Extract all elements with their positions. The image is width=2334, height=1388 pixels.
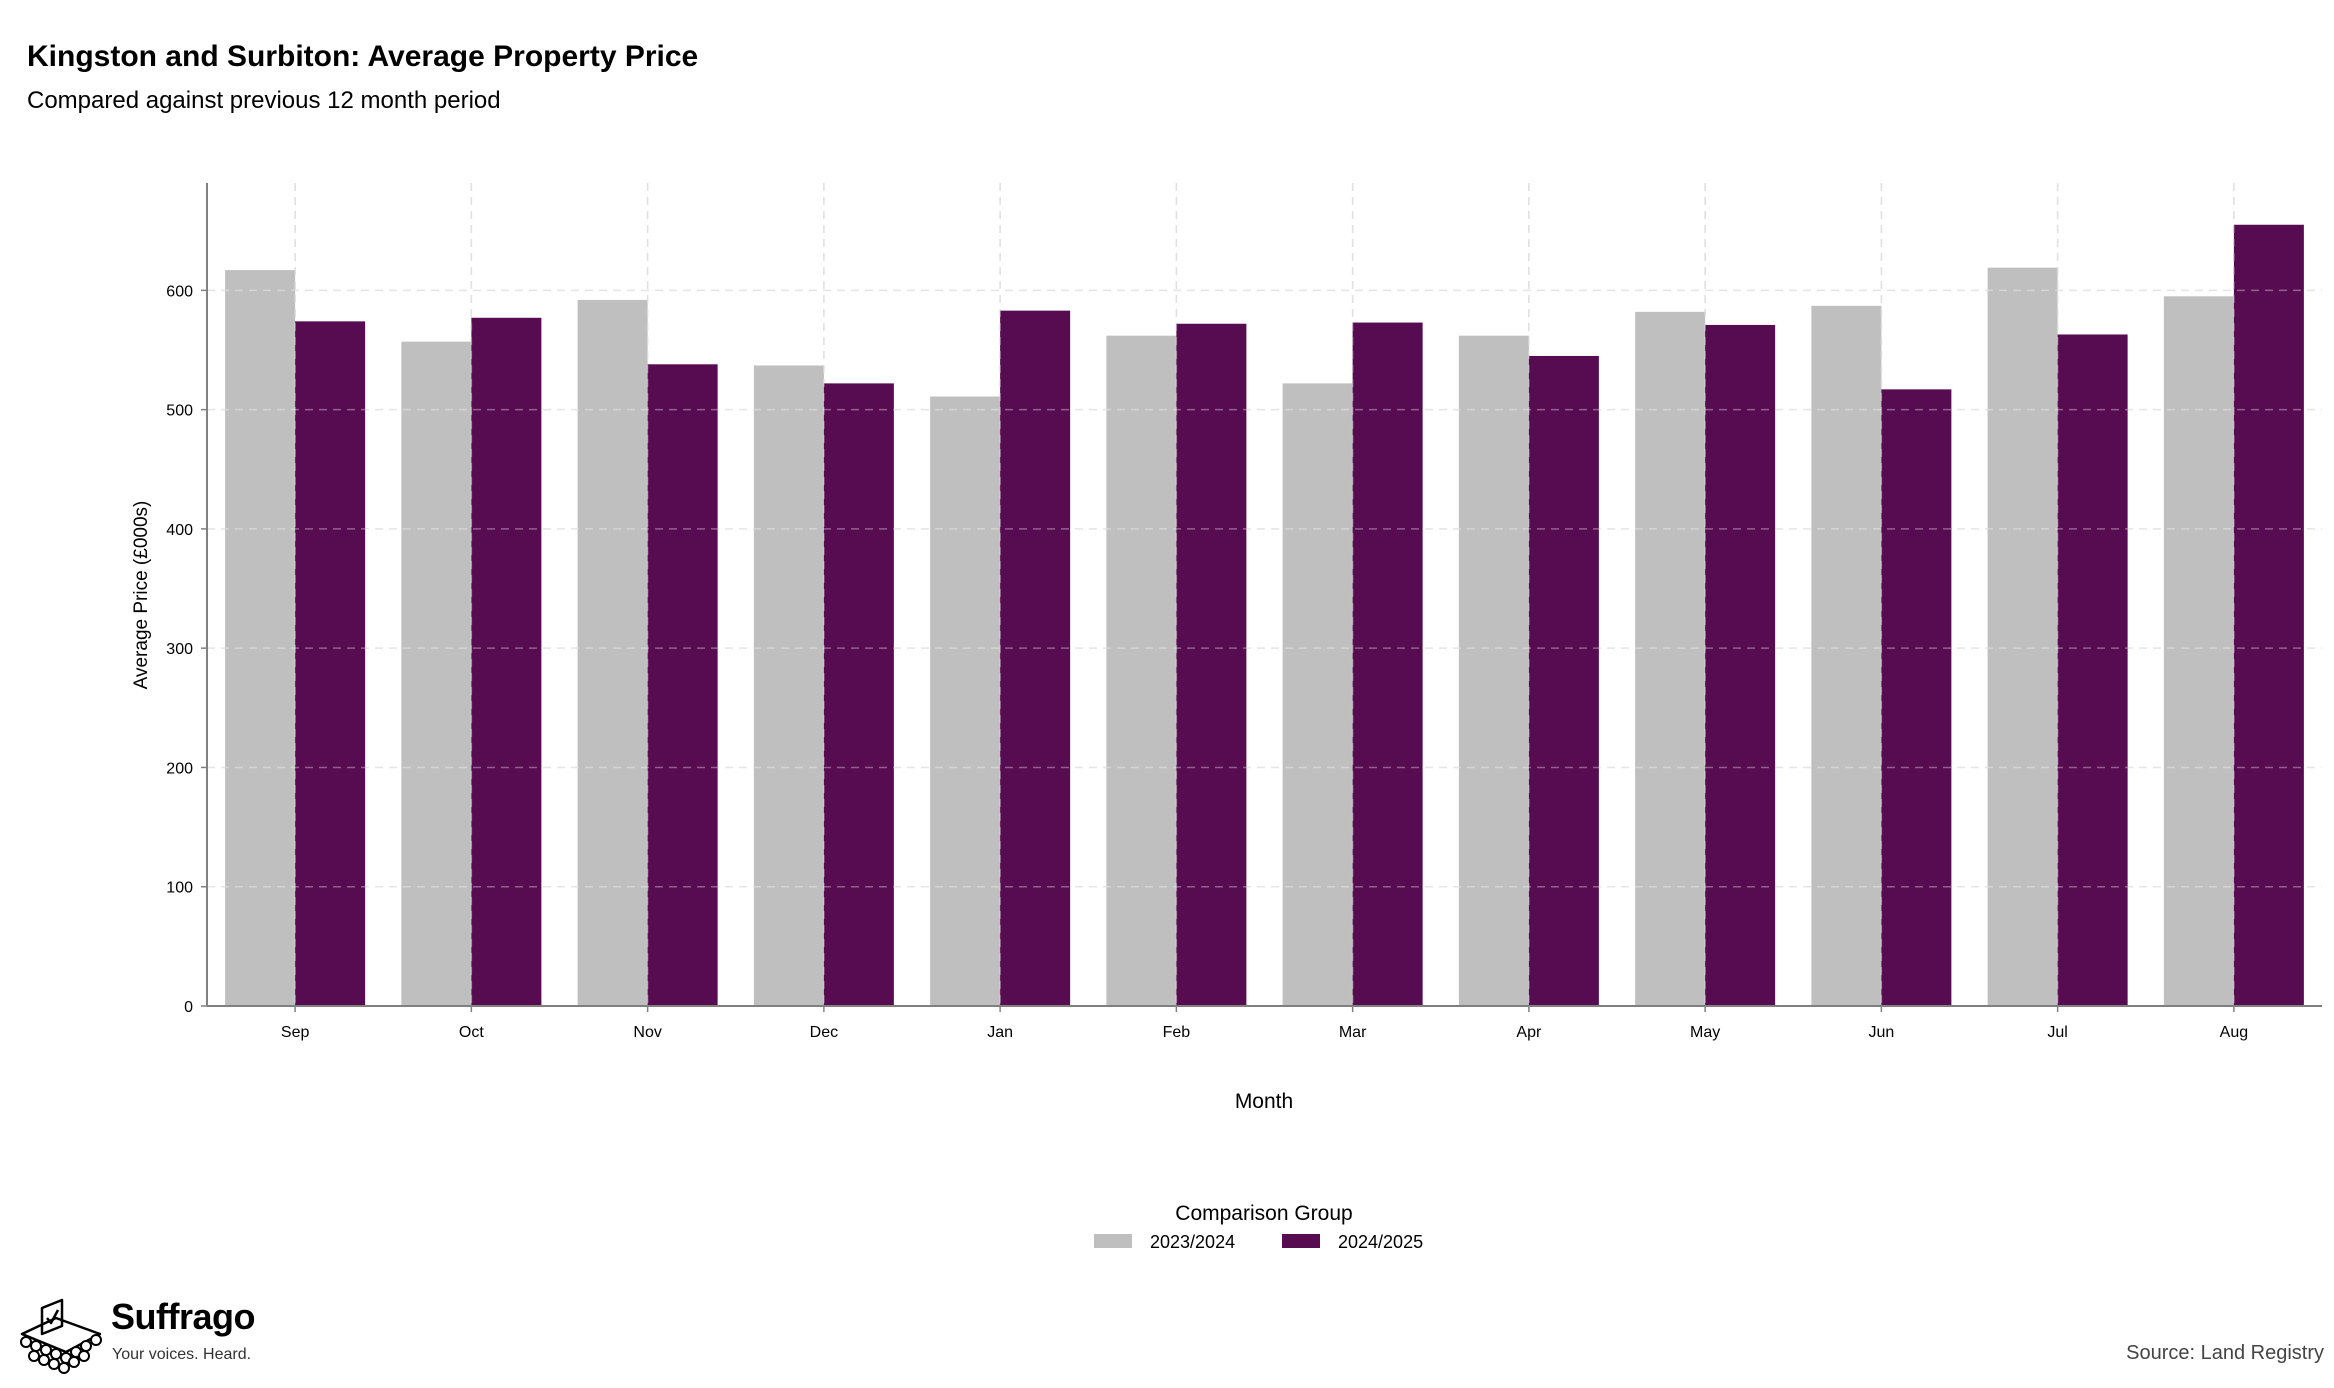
brand-name: Suffrago bbox=[111, 1296, 256, 1337]
x-tick-label: Sep bbox=[281, 1024, 310, 1041]
bar-2023-2024-may bbox=[1635, 311, 1706, 1006]
bar-2024-2025-mar bbox=[1352, 322, 1423, 1006]
chart-subtitle: Compared against previous 12 month perio… bbox=[27, 87, 501, 114]
bar-2024-2025-may bbox=[1705, 324, 1776, 1006]
bar-2024-2025-sep bbox=[295, 321, 366, 1007]
legend-label-2023-2024: 2023/2024 bbox=[1150, 1232, 1235, 1252]
bar-2024-2025-feb bbox=[1176, 323, 1247, 1006]
bar-2024-2025-jan bbox=[1000, 310, 1071, 1006]
x-tick-labels: Sep Oct Nov Dec Jan Feb Mar Apr May Jun Jul Aug bbox=[281, 1006, 2248, 1041]
y-tick-label: 500 bbox=[166, 403, 193, 420]
x-tick-label: Feb bbox=[1163, 1024, 1191, 1041]
x-tick-label: Dec bbox=[810, 1024, 838, 1041]
bar-2024-2025-aug bbox=[2233, 224, 2304, 1006]
bar-2023-2024-apr bbox=[1458, 335, 1529, 1006]
x-tick-label: Jun bbox=[1868, 1024, 1894, 1041]
bar-2023-2024-nov bbox=[577, 299, 648, 1006]
legend: Comparison Group 2023/2024 2024/2025 bbox=[1094, 1202, 1423, 1252]
bar-2023-2024-oct bbox=[401, 341, 472, 1006]
bar-2023-2024-jan bbox=[930, 396, 1001, 1006]
source-note: Source: Land Registry bbox=[2126, 1342, 2324, 1364]
legend-swatch-2023-2024 bbox=[1094, 1234, 1132, 1248]
bar-2024-2025-nov bbox=[647, 364, 718, 1006]
bar-2023-2024-mar bbox=[1282, 383, 1353, 1007]
y-tick-label: 300 bbox=[166, 641, 193, 658]
bar-chart: 0 100 200 300 400 500 600 Sep Oct Nov Dec Jan Feb Ma… bbox=[131, 183, 2322, 1252]
y-tick-labels: 0 100 200 300 400 500 600 bbox=[166, 283, 207, 1016]
y-tick-label: 100 bbox=[166, 880, 193, 897]
legend-swatch-2024-2025 bbox=[1282, 1234, 1320, 1248]
brand-logo: Suffrago Your voices. Heard. bbox=[14, 1296, 314, 1376]
bar-2023-2024-sep bbox=[225, 270, 296, 1006]
legend-title: Comparison Group bbox=[1175, 1202, 1352, 1225]
bar-2023-2024-jun bbox=[1811, 305, 1882, 1006]
bar-2024-2025-apr bbox=[1528, 355, 1599, 1006]
x-tick-label: May bbox=[1690, 1024, 1720, 1041]
brand-tagline: Your voices. Heard. bbox=[112, 1346, 252, 1363]
grid-lines-overlay bbox=[207, 183, 2322, 1006]
x-tick-label: Jan bbox=[987, 1024, 1013, 1041]
legend-label-2024-2025: 2024/2025 bbox=[1338, 1232, 1423, 1252]
y-axis-label: Average Price (£000s) bbox=[131, 501, 152, 690]
bar-2023-2024-feb bbox=[1106, 335, 1177, 1006]
x-tick-label: Apr bbox=[1516, 1024, 1542, 1041]
y-tick-label: 600 bbox=[166, 283, 193, 300]
x-tick-label: Jul bbox=[2047, 1024, 2067, 1041]
bar-2024-2025-jul bbox=[2057, 334, 2128, 1006]
x-tick-label: Oct bbox=[459, 1024, 484, 1041]
bar-2023-2024-dec bbox=[753, 365, 824, 1006]
y-tick-label: 0 bbox=[184, 999, 193, 1016]
ballot-box-icon bbox=[20, 1298, 102, 1374]
bar-2024-2025-jun bbox=[1881, 389, 1952, 1006]
bar-2024-2025-dec bbox=[823, 383, 894, 1007]
y-tick-label: 400 bbox=[166, 522, 193, 539]
x-tick-label: Nov bbox=[633, 1024, 661, 1041]
axes bbox=[206, 183, 2322, 1007]
x-tick-label: Aug bbox=[2220, 1024, 2248, 1041]
bar-2023-2024-jul bbox=[1987, 267, 2058, 1006]
y-tick-label: 200 bbox=[166, 760, 193, 777]
bar-series bbox=[225, 224, 2304, 1007]
bar-2024-2025-oct bbox=[471, 317, 542, 1007]
x-axis-label: Month bbox=[1235, 1090, 1293, 1113]
chart-title: Kingston and Surbiton: Average Property … bbox=[27, 40, 699, 73]
bar-2023-2024-aug bbox=[2163, 296, 2234, 1006]
x-tick-label: Mar bbox=[1339, 1024, 1367, 1041]
